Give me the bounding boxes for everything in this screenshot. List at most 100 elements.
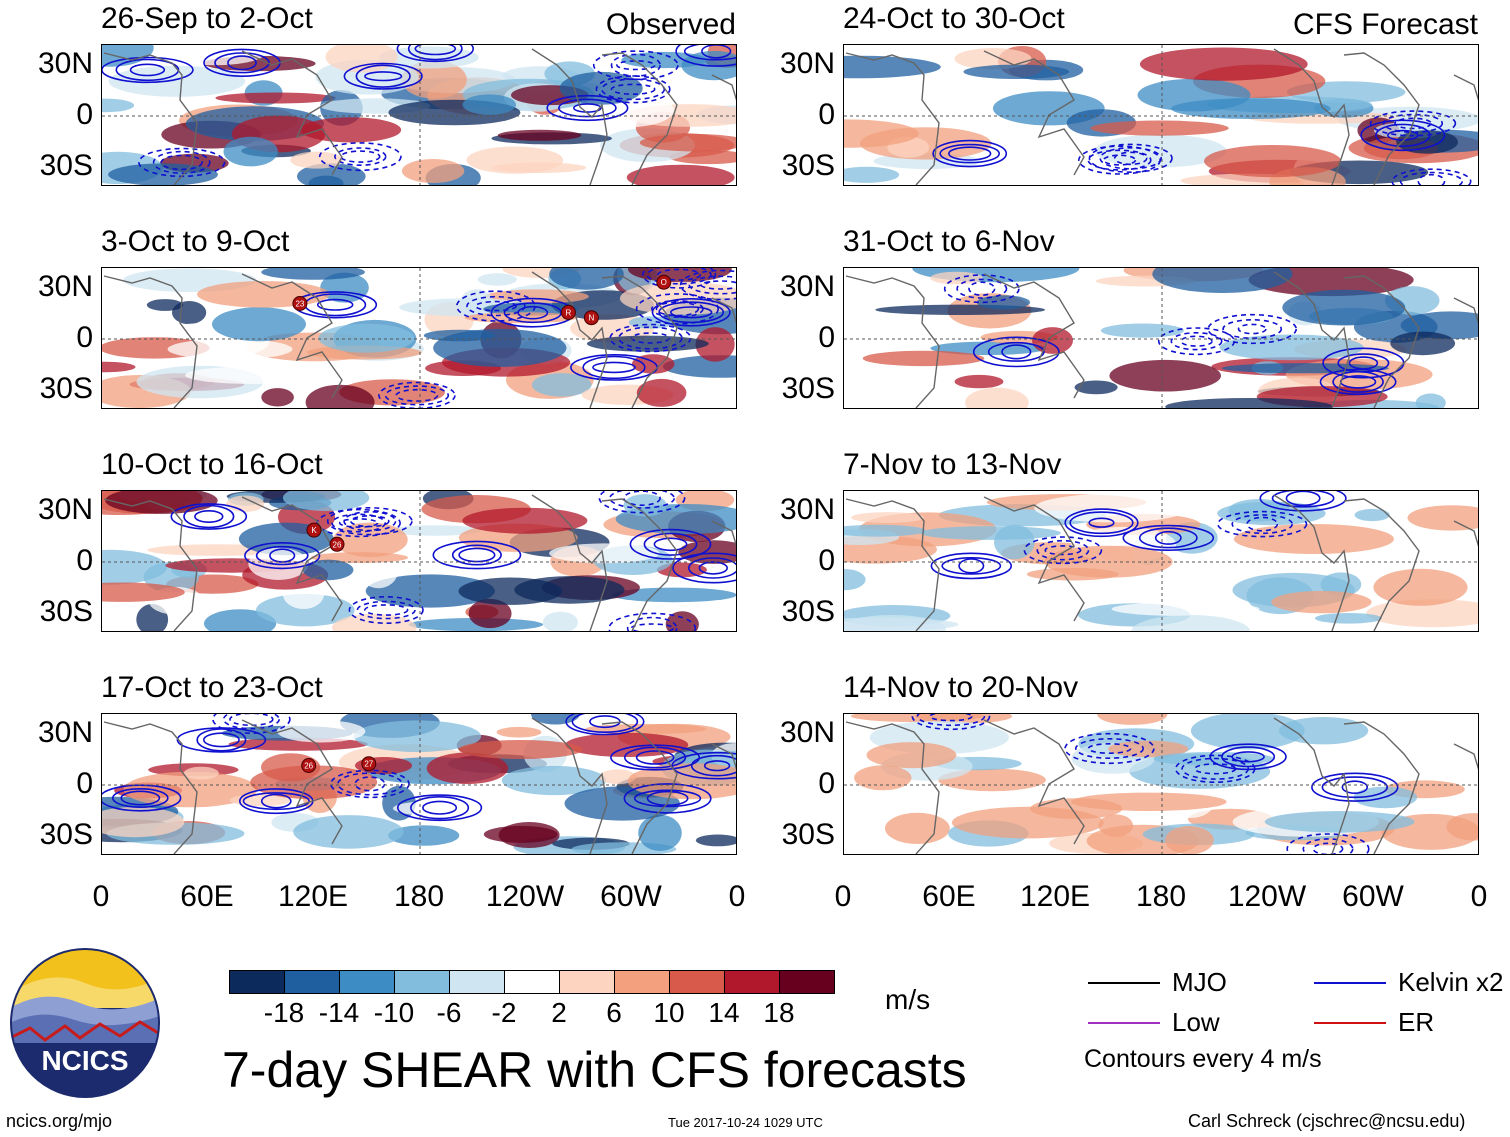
coastlines: [845, 48, 1478, 185]
shear-anomaly-region: [851, 512, 924, 523]
kelvin-contour: [170, 503, 248, 530]
forecast-map-panel: [843, 490, 1479, 632]
kelvin-contour: [598, 491, 686, 514]
kelvin-contour: [1036, 539, 1090, 561]
main-title: 7-day SHEAR with CFS forecasts: [222, 1042, 967, 1098]
shear-anomaly-region: [695, 834, 736, 847]
kelvin-contour: [422, 800, 458, 815]
shear-map: [844, 714, 1478, 854]
kelvin-contour: [630, 332, 671, 344]
ncics-logo: NCICS: [10, 948, 160, 1098]
legend-note: Contours every 4 m/s: [1084, 1045, 1322, 1073]
kelvin-contour: [260, 793, 292, 809]
colorbar-swatch: [229, 970, 285, 994]
shear-anomaly-region: [215, 92, 336, 104]
longitude-label: 0: [92, 880, 110, 913]
shear-anomaly-region: [951, 806, 1104, 839]
shear-anomaly-region: [389, 525, 481, 536]
kelvin-contour: [1302, 838, 1354, 854]
shear-anomaly-region: [1165, 398, 1333, 408]
kelvin-contour: [244, 541, 321, 570]
coastlines: [845, 271, 1478, 408]
coastlines: [103, 271, 736, 408]
forecast-map-panel: [843, 44, 1479, 186]
kelvin-contour: [592, 361, 636, 374]
legend-label: MJO: [1172, 967, 1227, 997]
kelvin-contour: [255, 545, 309, 566]
shear-anomaly-region: [638, 814, 682, 851]
shear-anomaly-region: [626, 164, 735, 185]
legend-line: [1314, 982, 1386, 984]
kelvin-contour: [618, 326, 683, 350]
forecast-label: CFS Forecast: [1292, 8, 1478, 41]
kelvin-contour: [410, 795, 470, 820]
colorbar-tick-label: 14: [708, 997, 740, 1028]
kelvin-contour: [987, 341, 1045, 362]
kelvin-contour: [1088, 143, 1173, 174]
shear-anomaly-region: [501, 765, 607, 796]
forecast-map-panel: [843, 713, 1479, 855]
colorbar-swatch: [394, 970, 450, 994]
shear-anomaly-region: [1034, 493, 1190, 523]
shear-anomaly-region: [483, 825, 558, 843]
shear-anomaly-region: [277, 720, 366, 743]
kelvin-contour: [1394, 117, 1432, 130]
coastlines: [103, 494, 736, 631]
panel-title: 31-Oct to 6-Nov: [843, 225, 1055, 258]
storm-marker: [560, 304, 576, 320]
kelvin-contour: [690, 754, 736, 777]
legend-line: [1088, 982, 1160, 984]
kelvin-contour: [183, 504, 235, 529]
kelvin-contour: [384, 385, 450, 406]
panel-title: 3-Oct to 9-Oct: [101, 225, 290, 258]
latitude-label: 0: [76, 321, 93, 354]
shear-anomaly-region: [300, 117, 402, 143]
shear-anomaly-region: [466, 146, 564, 174]
shear-anomaly-region: [862, 350, 985, 367]
shear-anomaly-region: [599, 769, 637, 785]
kelvin-contour: [1285, 491, 1321, 507]
colorbar-swatch: [284, 970, 340, 994]
kelvin-contour: [176, 727, 267, 753]
colorbar-swatch: [724, 970, 780, 994]
kelvin-contour: [675, 45, 736, 67]
shear-anomaly-region: [458, 577, 563, 605]
shear-anomaly-region: [1190, 714, 1305, 750]
latitude-label: 30N: [779, 270, 835, 303]
kelvin-contour: [1170, 331, 1223, 351]
colorbar-tick-label: -18: [263, 997, 305, 1028]
shear-anomaly-region: [1171, 98, 1331, 119]
forecast-map-panel: [843, 267, 1479, 409]
kelvin-contour: [1391, 168, 1472, 185]
storm-label: R: [566, 308, 572, 317]
kelvin-contour: [679, 269, 736, 301]
kelvin-contour: [1259, 491, 1347, 512]
storm-label: K: [311, 526, 317, 535]
panel-title: 14-Nov to 20-Nov: [843, 671, 1079, 704]
latitude-label: 30N: [779, 716, 835, 749]
shear-anomaly-region: [994, 524, 1035, 560]
kelvin-contour: [609, 491, 675, 509]
shear-anomaly-region: [496, 726, 542, 738]
shear-anomaly-region: [1282, 289, 1406, 326]
kelvin-contour: [227, 55, 257, 71]
latitude-label: 30S: [781, 818, 835, 851]
shear-anomaly-region: [1131, 615, 1251, 631]
kelvin-contour: [120, 790, 161, 806]
kelvin-contour: [318, 142, 402, 172]
kelvin-contour: [1087, 149, 1152, 171]
footer-author: Carl Schreck (cjschrec@ncsu.edu): [1188, 1111, 1466, 1131]
longitude-label: 180: [1135, 880, 1187, 913]
kelvin-contour: [972, 336, 1060, 368]
kelvin-contour: [349, 515, 390, 528]
kelvin-contour: [1271, 491, 1335, 508]
shear-anomaly-region: [1446, 813, 1478, 841]
kelvin-contour: [364, 604, 409, 616]
panel-title: 17-Oct to 23-Oct: [101, 671, 323, 704]
shear-anomaly-region: [611, 587, 736, 603]
panel-title: 10-Oct to 16-Oct: [101, 448, 323, 481]
shear-anomaly-region: [1165, 826, 1214, 854]
colorbar-swatch: [779, 970, 835, 994]
kelvin-contour: [196, 728, 247, 752]
kelvin-contour: [703, 760, 731, 772]
